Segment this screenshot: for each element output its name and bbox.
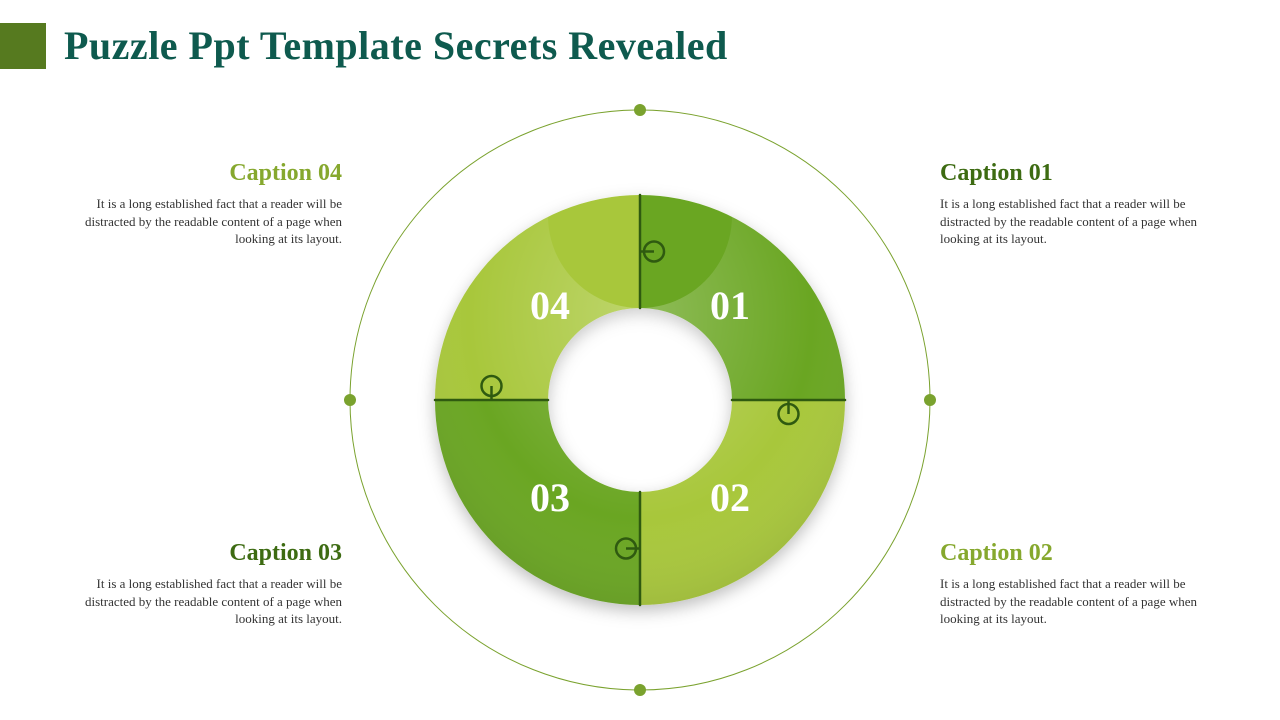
ring-marker-top [634,104,646,116]
caption-01-body: It is a long established fact that a rea… [940,195,1230,248]
caption-01-title: Caption 01 [940,160,1230,187]
caption-02-body: It is a long established fact that a rea… [940,575,1230,628]
puzzle-donut-diagram: 01 02 03 04 [340,100,940,700]
caption-04: Caption 04 It is a long established fact… [52,160,342,248]
segment-number-02: 02 [710,475,750,520]
segment-number-01: 01 [710,283,750,328]
slide: Puzzle Ppt Template Secrets Revealed Cap… [0,0,1280,720]
caption-04-body: It is a long established fact that a rea… [52,195,342,248]
caption-01: Caption 01 It is a long established fact… [940,160,1230,248]
ring-marker-right [924,394,936,406]
caption-02-title: Caption 02 [940,540,1230,567]
slide-title: Puzzle Ppt Template Secrets Revealed [64,22,728,69]
ring-marker-bottom [634,684,646,696]
caption-03-title: Caption 03 [52,540,342,567]
caption-02: Caption 02 It is a long established fact… [940,540,1230,628]
caption-03: Caption 03 It is a long established fact… [52,540,342,628]
title-square-icon [0,23,46,69]
segment-number-04: 04 [530,283,570,328]
caption-04-title: Caption 04 [52,160,342,187]
ring-marker-left [344,394,356,406]
segment-number-03: 03 [530,475,570,520]
slide-title-bar: Puzzle Ppt Template Secrets Revealed [0,22,728,69]
caption-03-body: It is a long established fact that a rea… [52,575,342,628]
